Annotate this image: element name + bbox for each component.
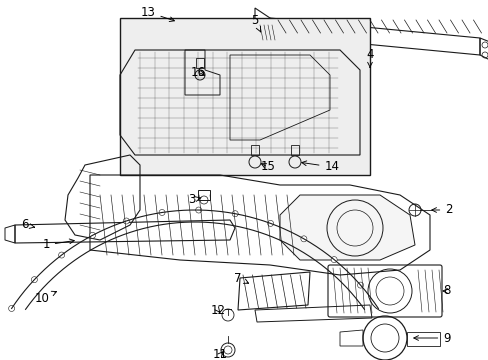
Text: 11: 11 xyxy=(212,348,227,360)
Circle shape xyxy=(89,232,95,238)
Bar xyxy=(258,25,275,40)
Bar xyxy=(198,190,209,200)
Text: 8: 8 xyxy=(442,284,450,297)
Circle shape xyxy=(300,236,306,242)
Text: 6: 6 xyxy=(21,219,35,231)
Circle shape xyxy=(267,220,273,226)
Circle shape xyxy=(31,276,37,283)
Text: 5: 5 xyxy=(251,13,260,32)
Bar xyxy=(120,18,369,175)
Text: 13: 13 xyxy=(140,5,174,22)
Circle shape xyxy=(330,257,336,262)
Circle shape xyxy=(357,282,363,288)
Text: 15: 15 xyxy=(260,161,275,174)
Text: 14: 14 xyxy=(301,161,339,174)
Text: 12: 12 xyxy=(210,303,225,316)
Text: 7: 7 xyxy=(234,271,248,284)
Text: 2: 2 xyxy=(431,203,452,216)
Circle shape xyxy=(59,252,64,258)
Circle shape xyxy=(195,207,201,213)
Circle shape xyxy=(123,218,129,224)
Text: 10: 10 xyxy=(35,291,57,305)
Text: 16: 16 xyxy=(190,66,205,78)
Text: 4: 4 xyxy=(366,49,373,67)
Bar xyxy=(290,145,298,155)
Polygon shape xyxy=(280,195,414,260)
Circle shape xyxy=(159,210,165,216)
Bar xyxy=(196,58,203,68)
Text: 3: 3 xyxy=(188,193,201,207)
Circle shape xyxy=(232,211,238,217)
Text: 1: 1 xyxy=(42,238,74,252)
Circle shape xyxy=(9,305,15,311)
Text: 9: 9 xyxy=(413,332,450,345)
Bar xyxy=(250,145,259,155)
